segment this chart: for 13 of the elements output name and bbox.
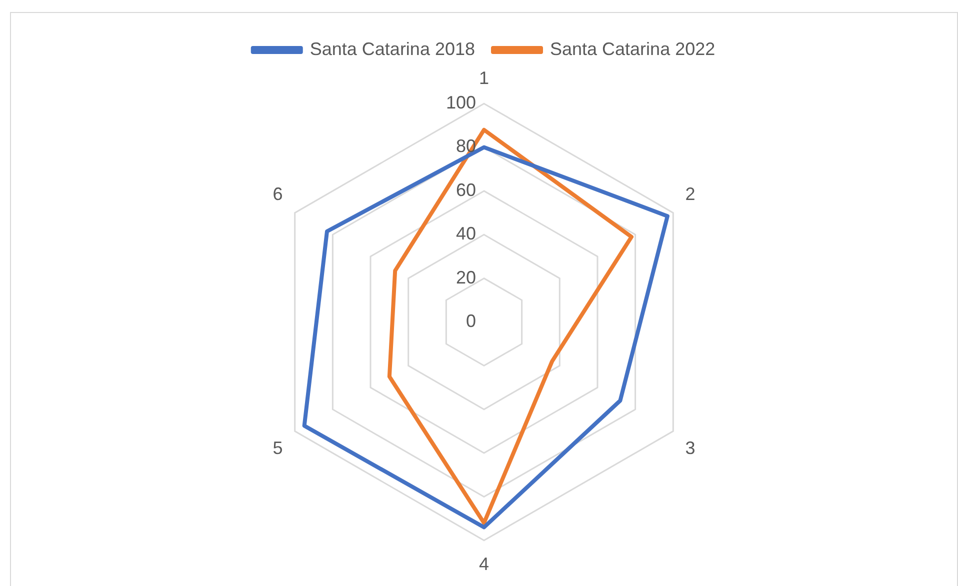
spoke-label: 1	[478, 68, 490, 88]
y-tick-label: 40	[456, 224, 476, 244]
y-tick-label: 60	[456, 180, 476, 200]
spoke-label: 6	[272, 184, 283, 204]
y-tick-label: 0	[466, 310, 476, 331]
y-tick-label: 20	[456, 267, 476, 288]
legend-label: Santa Catarina 2018	[310, 38, 476, 59]
spoke-label: 2	[685, 184, 696, 204]
spoke-label: 5	[272, 438, 283, 458]
spoke-label: 4	[478, 554, 490, 574]
y-tick-label: 100	[446, 92, 476, 113]
spoke-label: 3	[685, 438, 696, 458]
legend-label: Santa Catarina 2022	[550, 38, 716, 59]
